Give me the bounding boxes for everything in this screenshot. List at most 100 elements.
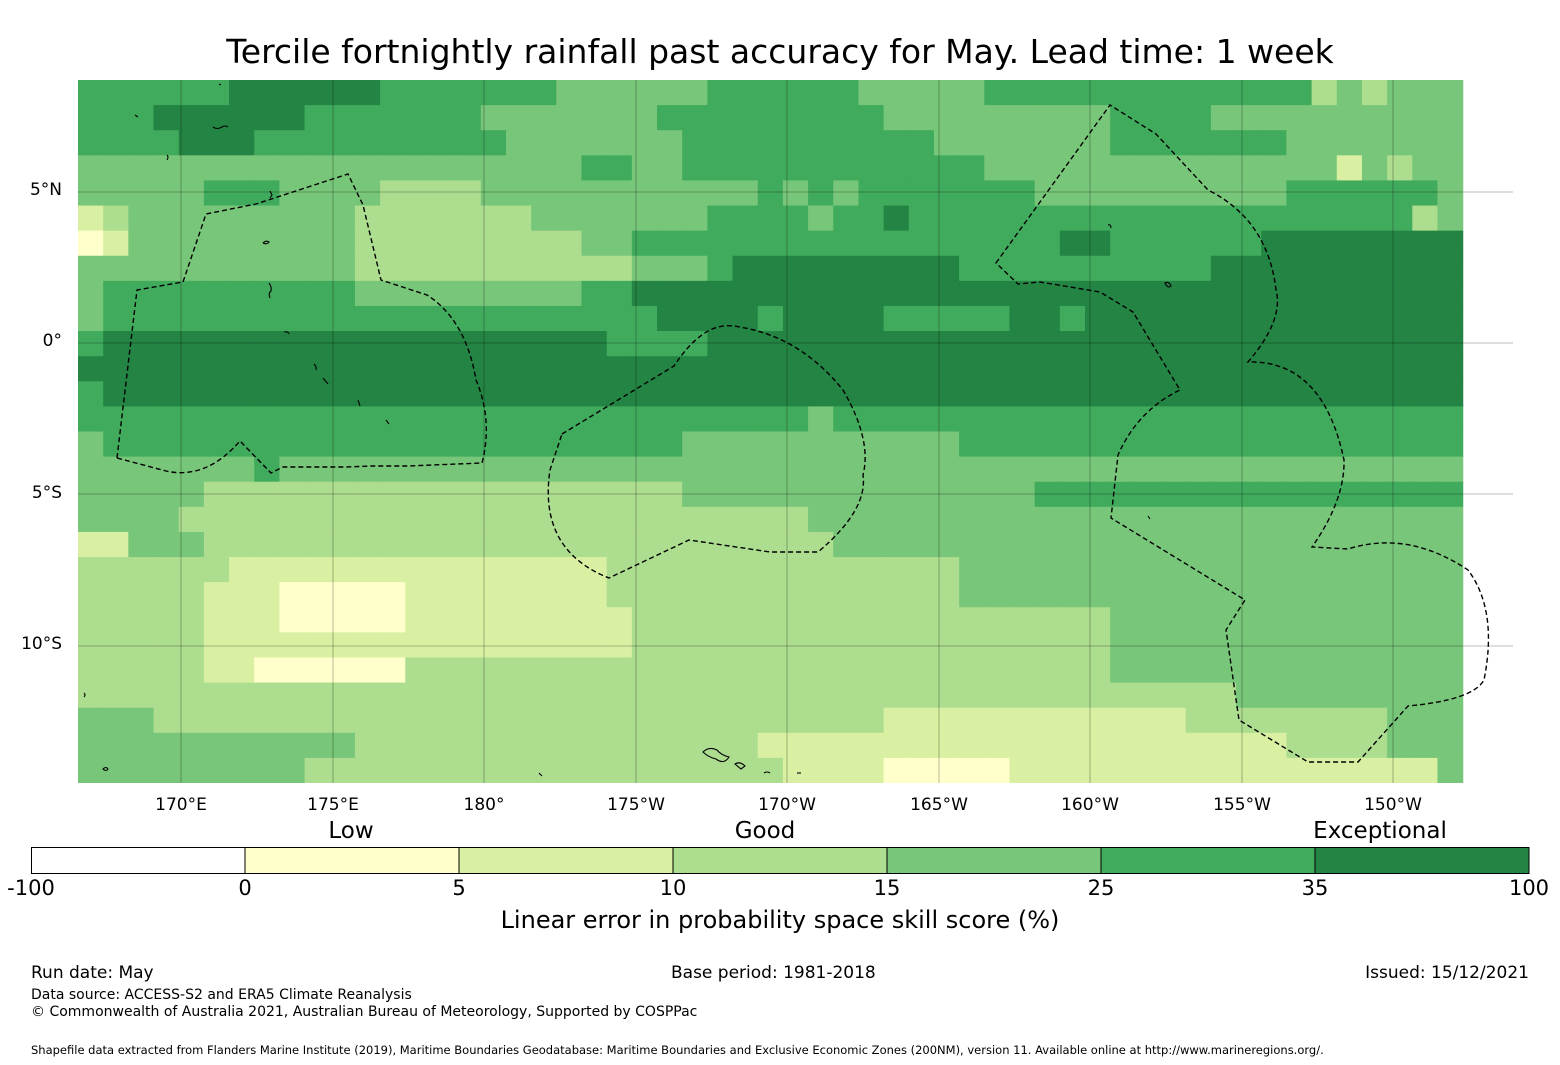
grid-cell	[1210, 531, 1237, 558]
grid-cell	[178, 707, 205, 734]
grid-cell	[933, 657, 960, 684]
grid-cell	[782, 657, 809, 684]
grid-cell	[279, 130, 306, 156]
map-panel[interactable]	[78, 80, 1513, 783]
grid-cell	[1135, 180, 1162, 207]
grid-cell	[1160, 331, 1187, 357]
grid-cell	[657, 582, 683, 608]
grid-cell	[606, 632, 633, 659]
grid-cell	[707, 707, 734, 734]
grid-cell	[1210, 280, 1237, 307]
grid-cell	[1160, 105, 1187, 131]
grid-cell	[329, 205, 356, 232]
grid-cell	[581, 682, 608, 709]
grid-cell	[732, 205, 759, 232]
grid-cell	[1135, 682, 1162, 709]
grid-cell	[1261, 531, 1288, 558]
grid-cell	[732, 230, 759, 257]
grid-cell	[606, 331, 633, 357]
grid-cell	[1387, 381, 1413, 407]
grid-cell	[430, 431, 457, 458]
grid-cell	[1412, 456, 1439, 483]
grid-cell	[858, 305, 885, 332]
grid-cell	[1185, 381, 1212, 407]
grid-cell	[1034, 732, 1061, 759]
grid-cell	[1034, 205, 1061, 232]
grid-cell	[254, 331, 281, 357]
grid-cell	[1311, 632, 1338, 659]
grid-cell	[229, 557, 255, 583]
grid-cell	[1286, 682, 1313, 709]
grid-cell	[354, 632, 381, 659]
grid-cell	[329, 607, 356, 633]
grid-cell	[1185, 582, 1212, 608]
grid-cell	[757, 205, 784, 232]
grid-cell	[631, 230, 658, 257]
grid-cell	[480, 331, 507, 357]
grid-cell	[581, 130, 608, 156]
grid-cell	[984, 356, 1011, 382]
grid-cell	[1160, 607, 1187, 633]
grid-cell	[707, 105, 734, 131]
grid-cell	[1210, 682, 1237, 709]
grid-cell	[757, 80, 784, 106]
grid-cell	[229, 105, 255, 131]
grid-cell	[682, 205, 708, 232]
grid-cell	[707, 582, 734, 608]
grid-cell	[1210, 582, 1237, 608]
grid-cell	[1387, 582, 1413, 608]
grid-cell	[254, 255, 281, 282]
grid-cell	[959, 531, 985, 558]
grid-cell	[908, 230, 935, 257]
grid-cell	[78, 456, 104, 483]
grid-cell	[657, 155, 683, 182]
grid-cell	[1110, 331, 1136, 357]
grid-cell	[959, 582, 985, 608]
grid-cell	[153, 481, 180, 508]
grid-cell	[103, 707, 129, 734]
grid-cell	[1059, 506, 1086, 533]
grid-cell	[707, 155, 734, 182]
grid-cell	[1261, 280, 1288, 307]
grid-cell	[808, 356, 834, 382]
grid-cell	[782, 356, 809, 382]
grid-cell	[178, 230, 205, 257]
grid-cell	[1261, 707, 1288, 734]
grid-cell	[1336, 105, 1363, 131]
grid-cell	[707, 80, 734, 106]
grid-cell	[1437, 431, 1464, 458]
grid-cell	[480, 406, 507, 433]
grid-cell	[1034, 531, 1061, 558]
grid-cell	[380, 331, 406, 357]
grid-cell	[153, 305, 180, 332]
grid-cell	[606, 757, 633, 783]
lat-label-5n: 5°N	[29, 180, 62, 200]
grid-cell	[833, 105, 860, 131]
grid-cell	[657, 632, 683, 659]
grid-cell	[1437, 732, 1464, 759]
grid-cell	[757, 255, 784, 282]
grid-cell	[883, 682, 910, 709]
grid-cell	[1160, 657, 1187, 684]
grid-cell	[556, 280, 583, 307]
grid-cell	[657, 80, 683, 106]
grid-cell	[1185, 255, 1212, 282]
grid-cell	[455, 180, 482, 207]
grid-cell	[153, 230, 180, 257]
grid-cell	[833, 682, 860, 709]
grid-cell	[1160, 255, 1187, 282]
grid-cell	[908, 582, 935, 608]
grid-cell	[1085, 531, 1111, 558]
grid-cell	[808, 757, 834, 783]
grid-cell	[505, 331, 532, 357]
grid-cell	[606, 657, 633, 684]
grid-cell	[430, 155, 457, 182]
grid-cell	[1286, 607, 1313, 633]
grid-cell	[833, 205, 860, 232]
grid-cell	[531, 557, 557, 583]
grid-cell	[556, 707, 583, 734]
grid-cell	[203, 582, 230, 608]
grid-cell	[959, 456, 985, 483]
grid-cell	[153, 431, 180, 458]
grid-cell	[1236, 305, 1262, 332]
